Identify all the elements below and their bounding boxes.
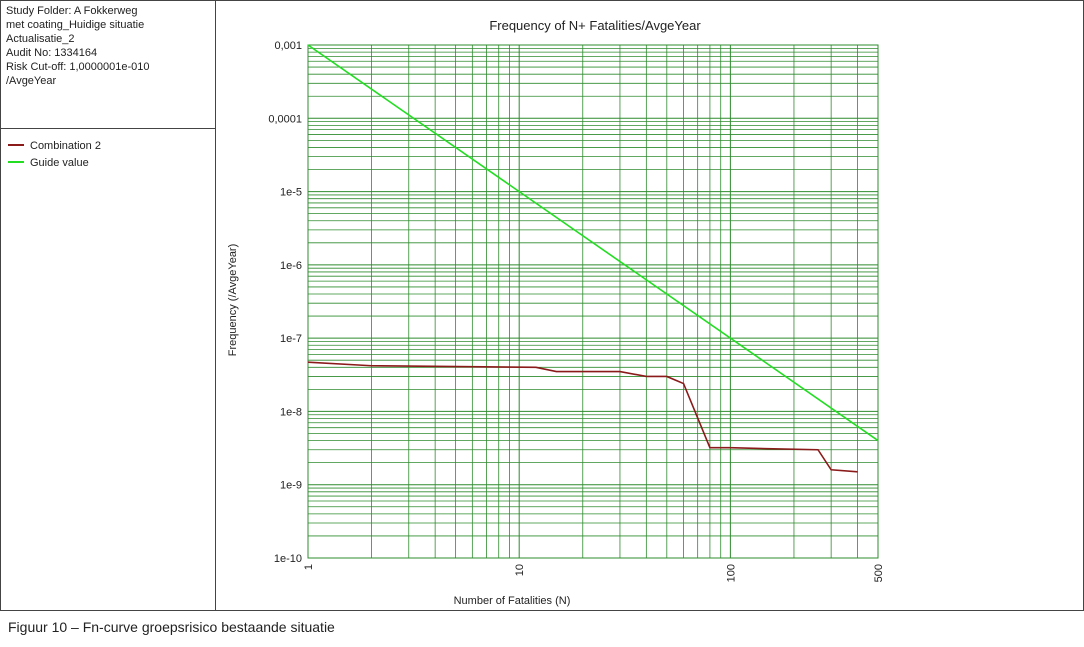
info-line: met coating_Huidige situatie (6, 19, 144, 31)
info-line: Audit No: 1334164 (6, 47, 97, 59)
x-tick-label: 500 (873, 564, 885, 582)
x-tick-label: 1 (303, 564, 315, 570)
x-axis-label: Number of Fatalities (N) (454, 595, 571, 607)
series-line (307, 44, 879, 442)
y-tick-label: 0,001 (274, 40, 302, 52)
plot-border (307, 44, 879, 559)
y-tick-label: 1e-10 (274, 553, 302, 565)
info-line: /AvgeYear (6, 75, 56, 87)
y-tick-label: 1e-7 (280, 333, 302, 345)
y-axis-label: Frequency (/AvgeYear) (227, 244, 239, 357)
y-tick-label: 1e-6 (280, 260, 302, 272)
frame (0, 0, 1084, 611)
series-line (307, 361, 858, 473)
chart-title: Frequency of N+ Fatalities/AvgeYear (489, 18, 701, 33)
info-line: Risk Cut-off: 1,0000001e-010 (6, 61, 150, 73)
y-tick-label: 1e-5 (280, 187, 302, 199)
legend-label: Guide value (30, 157, 89, 169)
x-tick-label: 10 (514, 564, 526, 576)
caption: Figuur 10 – Fn-curve groepsrisico bestaa… (8, 619, 335, 635)
info-line: Study Folder: A Fokkerweg (6, 5, 137, 17)
legend-label: Combination 2 (30, 140, 101, 152)
y-tick-label: 0,0001 (268, 113, 302, 125)
y-tick-label: 1e-9 (280, 480, 302, 492)
x-tick-label: 100 (725, 564, 737, 582)
y-tick-label: 1e-8 (280, 406, 302, 418)
info-line: Actualisatie_2 (6, 33, 75, 45)
